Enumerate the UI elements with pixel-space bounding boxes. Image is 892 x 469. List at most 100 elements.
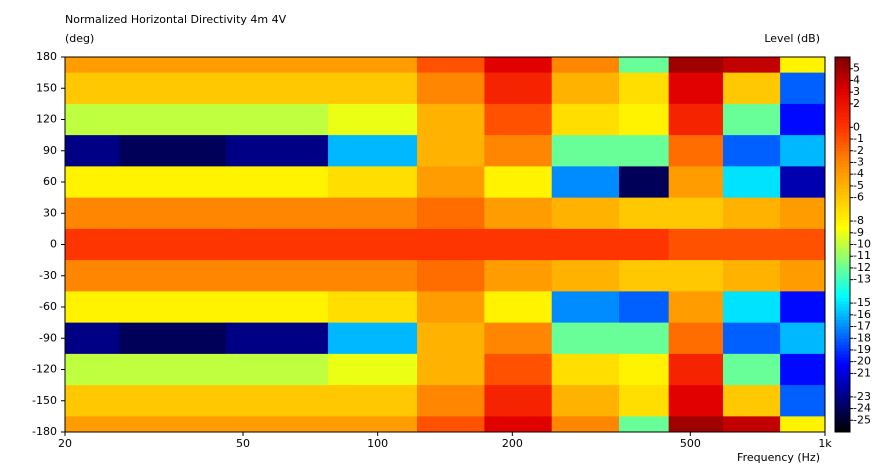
- heat-cell: [619, 166, 670, 199]
- colorbar-band: [835, 235, 850, 239]
- y-axis-label: (deg): [65, 32, 94, 45]
- colorbar-band: [835, 91, 850, 95]
- heat-cell: [780, 57, 826, 74]
- colorbar-band: [835, 400, 850, 405]
- colorbar-band: [835, 82, 850, 86]
- heat-cell: [226, 322, 329, 355]
- colorbar-band: [835, 288, 850, 292]
- heat-cell: [723, 228, 781, 261]
- colorbar-band: [835, 75, 850, 80]
- heat-cell: [723, 416, 781, 433]
- heat-cell: [328, 72, 418, 105]
- heat-cell: [328, 385, 418, 417]
- colorbar-band: [835, 338, 850, 342]
- colorbar-band: [835, 325, 850, 330]
- heat-cell: [484, 103, 553, 136]
- colorbar-band: [835, 178, 850, 183]
- heat-cell: [551, 72, 620, 105]
- colorbar-band: [835, 269, 850, 274]
- colorbar-band: [835, 375, 850, 380]
- heat-cell: [668, 260, 724, 292]
- colorbar-band: [835, 125, 850, 130]
- heat-cell: [119, 416, 227, 433]
- heat-cell: [484, 228, 553, 261]
- heat-cell: [328, 260, 418, 292]
- colorbar-tick-label: -9: [853, 226, 864, 239]
- heat-cell: [226, 103, 329, 136]
- heat-cell: [119, 135, 227, 167]
- colorbar-band: [835, 357, 850, 361]
- colorbar-band: [835, 172, 850, 177]
- heat-cell: [619, 291, 670, 324]
- heat-cell: [484, 135, 553, 167]
- colorbar-band: [835, 407, 850, 411]
- heat-cell: [226, 197, 329, 230]
- colorbar-band: [835, 63, 850, 67]
- colorbar-band: [835, 163, 850, 167]
- colorbar-band: [835, 291, 850, 295]
- heat-cell: [723, 353, 781, 386]
- heat-cell: [619, 228, 670, 261]
- heat-cell: [328, 57, 418, 74]
- colorbar-band: [835, 119, 850, 124]
- heat-cell: [551, 228, 620, 261]
- colorbar-tick-label: 4: [853, 73, 860, 86]
- colorbar-band: [835, 238, 850, 242]
- heat-cell: [619, 322, 670, 355]
- heat-cell: [65, 416, 120, 433]
- colorbar-band: [835, 232, 850, 236]
- colorbar-band: [835, 378, 850, 383]
- colorbar-band: [835, 157, 850, 161]
- colorbar-band: [835, 319, 850, 324]
- y-tick-label: -120: [32, 363, 57, 376]
- heat-cell: [226, 385, 329, 417]
- colorbar-band: [835, 347, 850, 352]
- heat-cell: [484, 57, 553, 74]
- colorbar-tick-label: 0: [853, 120, 860, 133]
- heat-cell: [723, 322, 781, 355]
- colorbar-tick-label: -1: [853, 132, 864, 145]
- colorbar-tick-label: -16: [853, 308, 871, 321]
- colorbar-tick-label: -21: [853, 366, 871, 379]
- colorbar-band: [835, 225, 850, 230]
- colorbar-band: [835, 297, 850, 302]
- colorbar-band: [835, 110, 850, 114]
- y-tick-label: 30: [43, 206, 57, 219]
- heat-cell: [417, 103, 485, 136]
- heat-cell: [65, 353, 120, 386]
- colorbar-tick-label: -3: [853, 155, 864, 168]
- colorbar-band: [835, 332, 850, 336]
- colorbar-band: [835, 253, 850, 258]
- colorbar-band: [835, 197, 850, 202]
- heat-cell: [668, 57, 724, 74]
- heat-cell: [668, 135, 724, 167]
- colorbar-band: [835, 113, 850, 117]
- heat-cell: [723, 385, 781, 417]
- heat-cell: [551, 291, 620, 324]
- colorbar-band: [835, 303, 850, 308]
- y-tick-label: -150: [32, 394, 57, 407]
- colorbar-band: [835, 166, 850, 170]
- colorbar-band: [835, 328, 850, 333]
- colorbar-tick-label: -13: [853, 273, 871, 286]
- colorbar-band: [835, 300, 850, 305]
- heat-cell: [668, 166, 724, 199]
- heat-cell: [780, 228, 826, 261]
- heat-cell: [65, 260, 120, 292]
- x-tick-label: 20: [58, 437, 72, 450]
- colorbar-band: [835, 72, 850, 77]
- colorbar-tick-label: -4: [853, 167, 864, 180]
- heat-cell: [668, 385, 724, 417]
- heat-cell: [551, 197, 620, 230]
- heat-cell: [551, 260, 620, 292]
- y-tick-label: 150: [36, 81, 57, 94]
- heat-cell: [65, 385, 120, 417]
- colorbar-band: [835, 366, 850, 370]
- colorbar-band: [835, 313, 850, 317]
- heat-cell: [119, 291, 227, 324]
- heat-cell: [65, 228, 120, 261]
- heat-cell: [417, 260, 485, 292]
- heat-cell: [484, 291, 553, 324]
- heat-cell: [668, 353, 724, 386]
